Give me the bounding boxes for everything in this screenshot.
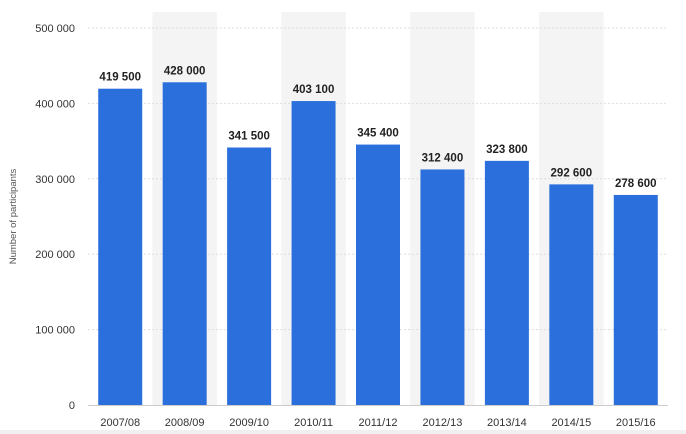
y-tick-label: 300 000 — [35, 174, 75, 186]
x-tick-label: 2007/08 — [100, 417, 140, 429]
x-tick-label: 2015/16 — [616, 417, 656, 429]
x-tick-label: 2010/11 — [294, 417, 333, 429]
x-tick-label: 2009/10 — [229, 417, 269, 429]
x-tick-label: 2014/15 — [551, 417, 591, 429]
bar[interactable] — [613, 194, 658, 405]
x-tick-label: 2008/09 — [165, 417, 205, 429]
y-axis-ticks: 0 100 000 200 000 300 000 400 000 500 000 — [35, 23, 75, 412]
data-label: 341 500 — [228, 131, 270, 143]
y-tick-label: 500 000 — [35, 23, 75, 35]
data-labels: 419 500 428 000 341 500 403 100 345 400 312 4… — [99, 65, 656, 190]
x-axis-ticks: 2007/08 2008/09 2009/10 2010/11 2011/12 2012/… — [100, 417, 655, 429]
bottom-strip — [0, 430, 686, 434]
bar[interactable] — [98, 88, 143, 406]
x-tick-label: 2013/14 — [487, 417, 527, 429]
bars — [98, 82, 658, 406]
bar[interactable] — [549, 184, 594, 405]
bar[interactable] — [291, 101, 336, 406]
bar[interactable] — [420, 169, 465, 405]
data-label: 419 500 — [99, 72, 141, 84]
bar[interactable] — [484, 160, 529, 405]
data-label: 323 800 — [486, 144, 528, 156]
x-tick-label: 2012/13 — [423, 417, 463, 429]
data-label: 292 600 — [551, 167, 593, 179]
data-label: 278 600 — [615, 178, 657, 190]
y-axis-label: Number of participants — [8, 168, 19, 264]
data-label: 403 100 — [293, 84, 335, 96]
x-tick-label: 2011/12 — [359, 417, 398, 429]
y-tick-label: 400 000 — [35, 98, 75, 110]
bar[interactable] — [162, 82, 207, 406]
y-tick-label: 200 000 — [35, 249, 75, 261]
data-label: 345 400 — [357, 128, 399, 140]
y-tick-label: 0 — [69, 400, 75, 412]
data-label: 312 400 — [422, 152, 464, 164]
data-label: 428 000 — [164, 65, 206, 77]
y-tick-label: 100 000 — [35, 325, 75, 337]
bar[interactable] — [227, 147, 272, 405]
bar[interactable] — [356, 144, 400, 405]
